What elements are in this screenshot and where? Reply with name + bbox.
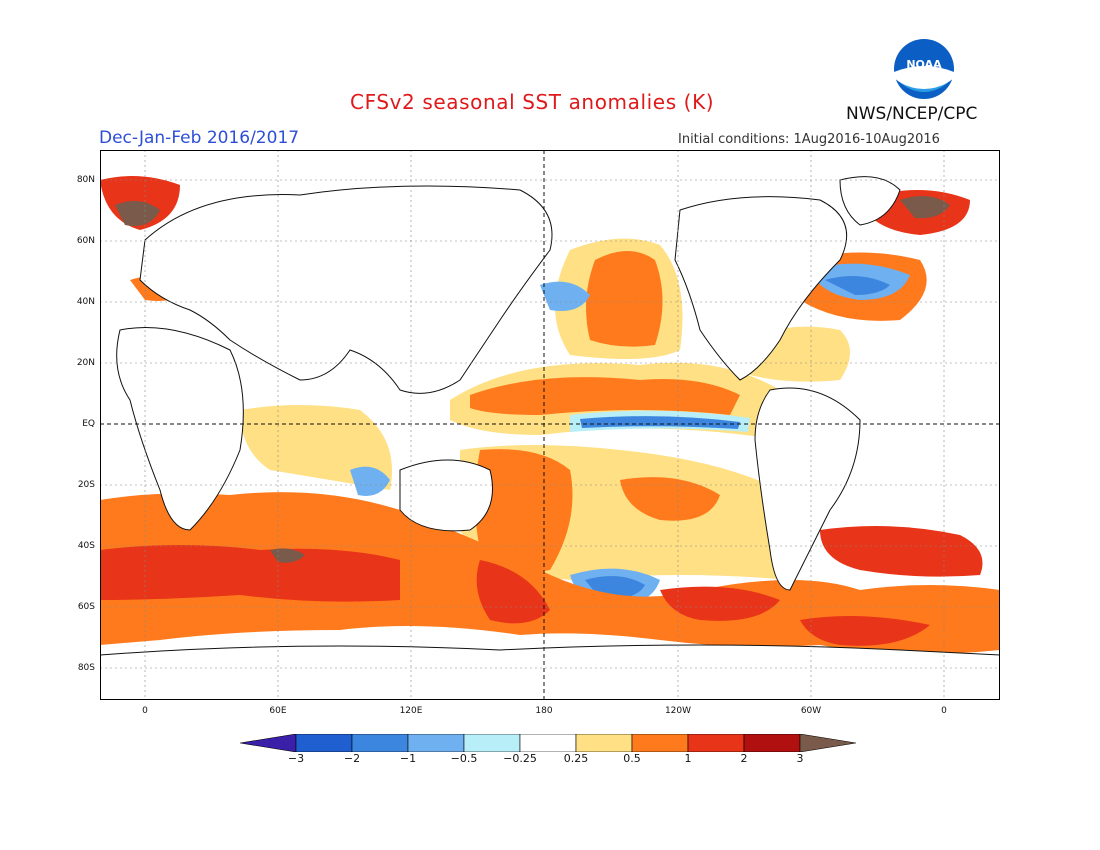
colorbar-box	[687, 734, 745, 752]
colorbar-tick-label: −3	[287, 752, 305, 765]
initial-conditions-label: Initial conditions: 1Aug2016-10Aug2016	[678, 132, 940, 147]
lat-label-80n: 80N	[76, 175, 95, 185]
colorbar-tick-label: 1	[684, 752, 692, 765]
lat-label-60n: 60N	[76, 236, 95, 246]
chart-title: CFSv2 seasonal SST anomalies (K)	[350, 90, 715, 114]
colorbar-tick-label: −1	[399, 752, 417, 765]
lat-label-40n: 40N	[76, 297, 95, 307]
lon-label-180: 180	[535, 706, 553, 716]
colorbar-box	[407, 734, 465, 752]
lat-label-40s: 40S	[77, 541, 95, 551]
colorbar-tick-label: 2	[740, 752, 748, 765]
lat-label-60s: 60S	[77, 602, 95, 612]
lat-label-20s: 20S	[77, 480, 95, 490]
colorbar-box	[631, 734, 689, 752]
colorbar-tick-label: 3	[796, 752, 804, 765]
lat-label-80s: 80S	[77, 663, 95, 673]
colorbar-arrow-high	[799, 734, 857, 752]
colorbar-box	[295, 734, 353, 752]
colorbar-tick-label: −0.5	[450, 752, 478, 765]
colorbar-tick-label: 0.5	[623, 752, 641, 765]
lon-label-0-west: 0	[142, 706, 148, 716]
sst-anomaly-map	[100, 150, 1000, 700]
colorbar-box	[575, 734, 633, 752]
colorbar-box	[519, 734, 577, 752]
noaa-logo: NOAA	[894, 39, 954, 99]
lon-label-60e: 60E	[269, 706, 287, 716]
season-label: Dec-Jan-Feb 2016/2017	[99, 128, 300, 148]
colorbar-box	[463, 734, 521, 752]
lon-label-60w: 60W	[800, 706, 822, 716]
colorbar-arrow-low	[240, 734, 297, 752]
colorbar-box	[743, 734, 801, 752]
organization-label: NWS/NCEP/CPC	[846, 104, 978, 124]
colorbar-tick-label: −0.25	[503, 752, 537, 765]
lat-label-20n: 20N	[76, 358, 95, 368]
lon-label-0-east: 0	[941, 706, 947, 716]
colorbar-box	[351, 734, 409, 752]
colorbar-tick-label: −2	[343, 752, 361, 765]
svg-text:NOAA: NOAA	[906, 58, 942, 71]
colorbar	[240, 734, 857, 752]
lon-label-120e: 120E	[399, 706, 423, 716]
colorbar-tick-label: 0.25	[563, 752, 589, 765]
lon-label-120w: 120W	[664, 706, 692, 716]
lat-label-eq: EQ	[82, 419, 95, 429]
